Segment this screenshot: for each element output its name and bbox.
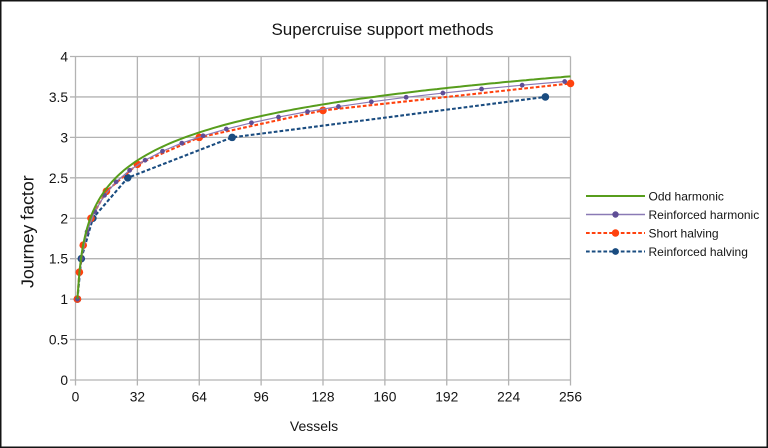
svg-text:256: 256 (559, 389, 582, 404)
svg-text:Reinforced harmonic: Reinforced harmonic (649, 208, 760, 222)
svg-text:1: 1 (60, 292, 68, 307)
svg-text:0: 0 (60, 373, 68, 388)
svg-text:1.5: 1.5 (49, 252, 69, 267)
svg-text:Journey factor: Journey factor (18, 175, 38, 288)
svg-text:128: 128 (311, 389, 334, 404)
svg-text:64: 64 (192, 389, 208, 404)
svg-text:2: 2 (60, 211, 68, 226)
svg-text:224: 224 (497, 389, 520, 404)
svg-text:0.5: 0.5 (49, 333, 69, 348)
svg-text:0: 0 (72, 389, 80, 404)
svg-text:32: 32 (130, 389, 145, 404)
svg-text:Supercruise support methods: Supercruise support methods (271, 20, 493, 39)
svg-text:2.5: 2.5 (49, 171, 69, 186)
svg-text:Vessels: Vessels (290, 418, 338, 434)
svg-text:Short halving: Short halving (649, 226, 719, 240)
svg-text:3.5: 3.5 (49, 90, 69, 105)
svg-text:160: 160 (373, 389, 396, 404)
svg-text:4: 4 (60, 50, 68, 65)
svg-text:96: 96 (253, 389, 269, 404)
svg-text:Reinforced halving: Reinforced halving (649, 245, 748, 259)
svg-text:Odd harmonic: Odd harmonic (649, 189, 724, 203)
svg-text:192: 192 (435, 389, 458, 404)
svg-text:3: 3 (60, 130, 68, 145)
